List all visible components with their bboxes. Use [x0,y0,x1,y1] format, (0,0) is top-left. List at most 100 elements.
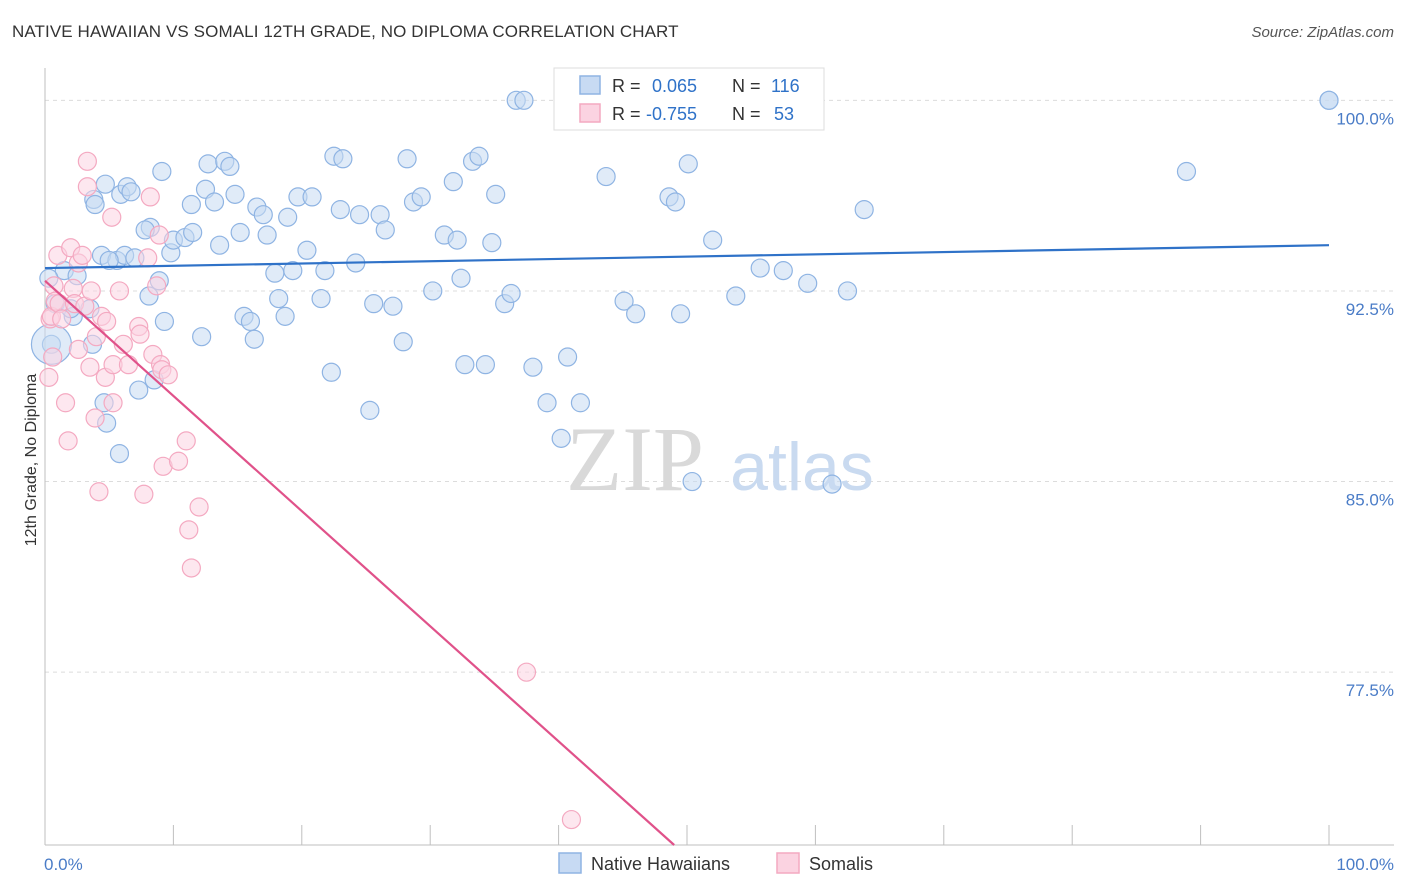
native-hawaiians-point-39 [225,184,245,204]
native-hawaiians-point-30 [181,194,201,215]
native-hawaiians-point-47 [265,263,285,283]
somalis-point-40 [149,225,169,245]
native-hawaiians-point-86 [514,90,534,110]
native-hawaiians-point-88 [537,393,557,413]
legend-swatch-blue [579,75,601,95]
somalis-point-19 [80,357,100,377]
somalis-point-8 [55,393,76,413]
somalis-point-32 [118,355,139,375]
somalis-point-49 [189,497,209,517]
native-hawaiians-point-93 [614,291,634,311]
somalis-point-20 [81,281,101,301]
native-hawaiians-point-40 [230,222,250,243]
native-hawaiians-point-45 [253,205,273,225]
native-hawaiians-point-75 [447,230,467,250]
axes [44,68,1394,846]
native-hawaiians-point-82 [486,184,506,204]
native-hawaiians-point-31 [183,222,203,243]
somalis-point-37 [140,187,160,207]
somalis-point-26 [97,311,117,332]
legend-r-label-1: R = [612,76,641,96]
native-hawaiians-point-69 [397,149,417,169]
native-hawaiians-point-54 [302,187,322,207]
somalis-point-39 [147,276,167,296]
somalis-point-14 [68,339,88,360]
native-hawaiians-point-102 [703,230,723,250]
somalis-point-15 [72,245,92,265]
somalis-point-9 [58,431,78,451]
native-hawaiians-point-57 [321,362,341,382]
trend-line-native-hawaiians [44,244,1330,270]
native-hawaiians-point-25 [152,161,172,182]
legend-swatch-pink [579,103,601,123]
native-hawaiians-point-92 [596,166,616,187]
native-hawaiians-point-11 [95,174,115,194]
y-tick-label-0: 100.0% [1336,109,1394,128]
chart-title: NATIVE HAWAIIAN VS SOMALI 12TH GRADE, NO… [12,22,679,41]
native-hawaiians-point-110 [1176,161,1197,182]
somalis-point-18 [77,177,97,197]
native-hawaiians-point-48 [269,288,289,309]
y-tick-label-2: 85.0% [1346,491,1394,510]
source-label: Source: ZipAtlas.com [1251,24,1394,41]
x-tick-labels: 0.0% 100.0% [44,855,1394,874]
native-hawaiians-point-46 [257,225,277,245]
somalis-point-30 [109,281,130,301]
native-hawaiians-point-74 [443,172,463,192]
x-tick-label-max: 100.0% [1336,855,1394,874]
native-hawaiians-point-106 [798,273,818,293]
native-hawaiians-point-67 [383,296,403,316]
native-hawaiians-point-87 [523,357,543,377]
somalis-point-21 [85,408,105,428]
x-tick-label-min: 0.0% [44,855,83,874]
native-hawaiians-point-68 [393,332,413,352]
somalis-point-46 [176,431,196,451]
native-hawaiians-point-109 [854,200,874,220]
legend-series: Native Hawaiians Somalis [558,852,873,874]
native-hawaiians-point-38 [220,156,240,177]
somalis-point-50 [516,662,537,682]
y-tick-label-3: 77.5% [1346,681,1394,700]
native-hawaiians-point-77 [455,355,475,375]
watermark-atlas: atlas [730,429,874,505]
somalis-point-7 [52,309,72,329]
legend-n-label-2: N = [732,104,761,124]
somalis-point-44 [158,365,178,385]
somalis-point-45 [168,451,189,471]
native-hawaiians-point-49 [275,306,295,326]
y-tick-label-1: 92.5% [1346,300,1394,319]
native-hawaiians-point-43 [244,329,264,349]
legend-bottom-label-somalis: Somalis [809,854,873,874]
native-hawaiians-point-8 [85,194,105,215]
native-hawaiians-point-60 [333,149,353,169]
legend-bottom-label-native-hawaiians: Native Hawaiians [591,854,730,874]
somalis-point-47 [179,520,199,540]
somalis-point-52 [43,347,63,367]
native-hawaiians-point-105 [773,261,793,281]
somalis-point-27 [102,207,122,227]
native-hawaiians-point-79 [469,146,489,166]
native-hawaiians-point-101 [682,471,702,492]
native-hawaiians-point-98 [665,192,686,212]
native-hawaiians-point-59 [330,200,350,220]
somalis-point-35 [134,484,154,504]
native-hawaiians-point-50 [278,207,298,227]
native-hawaiians-point-107 [822,474,842,494]
native-hawaiians-point-66 [375,220,395,240]
legend-bottom-swatch-blue [558,852,582,874]
native-hawaiians-point-64 [364,294,384,314]
native-hawaiians-point-80 [475,355,496,375]
legend-r-value-1: 0.065 [652,76,697,96]
native-hawaiians-point-36 [210,235,230,255]
native-hawaiians-point-62 [349,205,370,225]
native-hawaiians-point-94 [626,304,646,324]
legend-n-value-1: 116 [771,76,800,96]
native-hawaiians-point-14 [109,444,130,464]
native-hawaiians-point-104 [750,258,770,278]
native-hawaiians-point-71 [411,187,431,207]
native-hawaiians-point-100 [678,154,698,174]
native-hawaiians-point-115 [99,250,119,271]
legend-stats: R = 0.065 N = 116 R = -0.755 N = 53 [553,67,825,131]
native-hawaiians-point-42 [240,311,261,332]
